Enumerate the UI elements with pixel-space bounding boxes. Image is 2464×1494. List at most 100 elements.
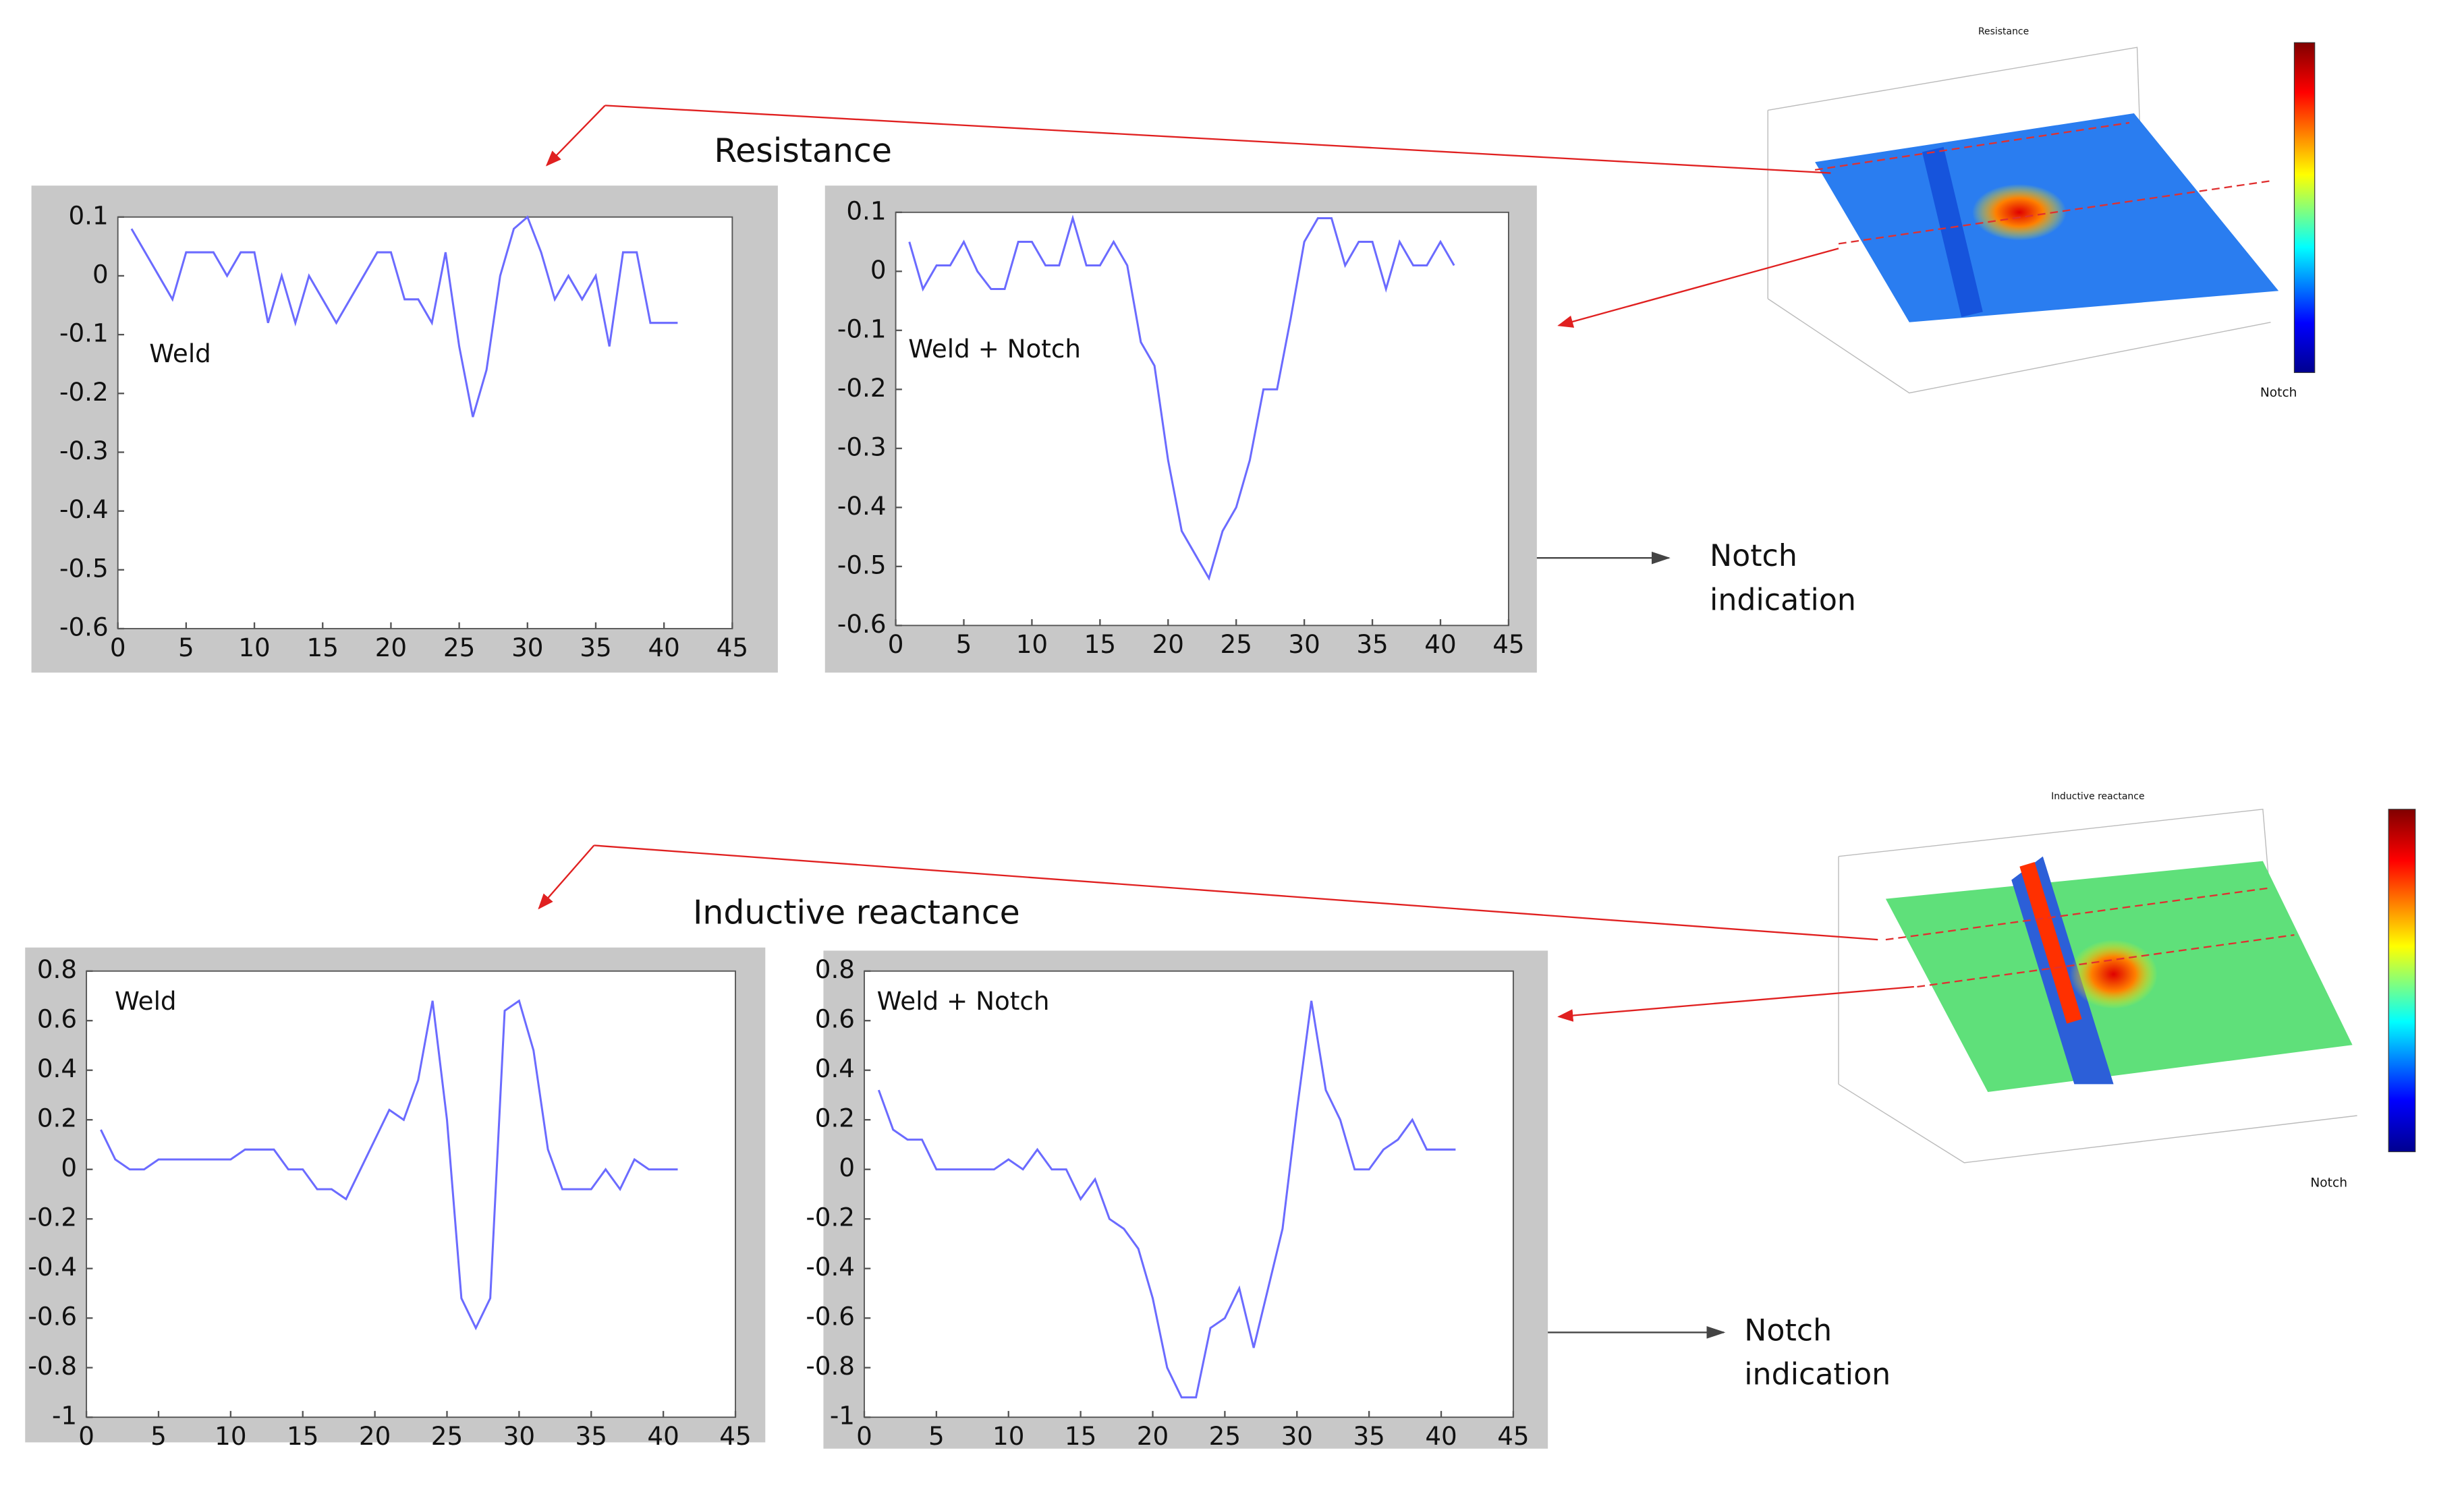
x-tick-label: 30 bbox=[1281, 1421, 1313, 1451]
data-line bbox=[877, 1000, 1456, 1399]
plot-area bbox=[117, 216, 733, 629]
x-tick-label: 25 bbox=[1221, 629, 1252, 659]
y-tick-label: 0.4 bbox=[37, 1054, 77, 1083]
x-tick-label: 40 bbox=[1424, 629, 1456, 659]
x-tick-label: 5 bbox=[150, 1421, 167, 1451]
y-tick-label: 0.8 bbox=[815, 954, 855, 984]
x-tick-label: 35 bbox=[576, 1421, 607, 1451]
y-tick-label: -0.6 bbox=[59, 612, 109, 641]
x-tick-label: 20 bbox=[359, 1421, 391, 1451]
x-tick-label: 45 bbox=[1492, 629, 1524, 659]
data-line bbox=[130, 215, 678, 418]
y-tick-label: -0.8 bbox=[806, 1351, 855, 1381]
x-tick-label: 10 bbox=[238, 633, 270, 662]
y-tick-label: -0.2 bbox=[806, 1203, 855, 1232]
annotation: indication bbox=[1710, 583, 1856, 617]
y-tick-label: 0.2 bbox=[37, 1103, 77, 1133]
x-tick-label: 0 bbox=[888, 629, 904, 659]
chart: 0 5 10 15 20 25 30 35 40 45 -1 -0.8 -0.6 -0.4 -0.2 0 0.2… bbox=[806, 950, 1548, 1451]
x-tick-label: 20 bbox=[1137, 1421, 1169, 1451]
y-tick-label: 0.2 bbox=[815, 1103, 855, 1133]
y-tick-label: -0.3 bbox=[59, 436, 109, 465]
chart: 0 5 10 15 20 25 30 35 40 45 -1 -0.8 -0.6 -0.4 -0.2 0 0.2… bbox=[25, 947, 766, 1451]
x-tick-label: 10 bbox=[215, 1421, 246, 1451]
x-tick-label: 30 bbox=[503, 1421, 535, 1451]
y-tick-label: -0.4 bbox=[59, 494, 109, 524]
y-tick-label: 0 bbox=[92, 259, 109, 289]
chart-label: Weld bbox=[115, 986, 177, 1016]
x-tick-label: 0 bbox=[110, 633, 126, 662]
y-tick-label: -0.2 bbox=[28, 1203, 77, 1232]
x-tick-label: 5 bbox=[956, 629, 972, 659]
data-line bbox=[908, 214, 1455, 581]
x-tick-label: 5 bbox=[178, 633, 194, 662]
y-tick-label: 0.8 bbox=[37, 954, 77, 984]
surface-title: Resistance bbox=[1978, 26, 2029, 37]
chart: 0 5 10 15 20 25 30 35 40 45 -0.6 -0.5 -0.4 -0.3 -0.2 -0… bbox=[824, 185, 1537, 673]
x-tick-label: 20 bbox=[1152, 629, 1184, 659]
x-tick-label: 30 bbox=[511, 633, 543, 662]
chart-label: Weld + Notch bbox=[908, 334, 1081, 364]
x-tick-label: 10 bbox=[992, 1421, 1024, 1451]
y-tick-label: -0.4 bbox=[28, 1252, 77, 1282]
y-tick-label: -0.2 bbox=[837, 373, 887, 403]
y-tick-label: 0.6 bbox=[815, 1004, 855, 1034]
y-tick-label: -1 bbox=[52, 1401, 77, 1431]
heading: Inductive reactance bbox=[693, 893, 1020, 931]
x-tick-label: 5 bbox=[928, 1421, 945, 1451]
y-tick-label: -0.1 bbox=[837, 314, 887, 343]
x-tick-label: 40 bbox=[647, 1421, 679, 1451]
chart: 0 5 10 15 20 25 30 35 40 45 -0.6 -0.5 -0.4 -0.3 -0.2 -0… bbox=[31, 185, 778, 673]
y-tick-label: 0 bbox=[839, 1153, 855, 1182]
x-tick-label: 25 bbox=[443, 633, 475, 662]
x-tick-label: 45 bbox=[719, 1421, 751, 1451]
annotation: Notch bbox=[1744, 1313, 1832, 1348]
y-tick-label: 0.1 bbox=[846, 196, 886, 225]
chart-label: Weld bbox=[149, 339, 211, 368]
x-tick-label: 30 bbox=[1288, 629, 1320, 659]
x-tick-label: 0 bbox=[856, 1421, 872, 1451]
surface-axis: Notch bbox=[2310, 1176, 2347, 1190]
chart-label: Weld + Notch bbox=[877, 986, 1050, 1016]
plot-area bbox=[864, 970, 1514, 1418]
y-tick-label: -0.5 bbox=[59, 553, 109, 583]
y-tick-label: 0.6 bbox=[37, 1004, 77, 1034]
y-tick-label: 0 bbox=[870, 255, 887, 285]
x-tick-label: 35 bbox=[1353, 1421, 1384, 1451]
x-tick-label: 35 bbox=[1356, 629, 1388, 659]
x-tick-label: 15 bbox=[287, 1421, 318, 1451]
x-tick-label: 40 bbox=[1425, 1421, 1457, 1451]
y-tick-label: 0.1 bbox=[68, 200, 108, 230]
plot-area bbox=[895, 211, 1509, 627]
y-tick-label: -0.8 bbox=[28, 1351, 77, 1381]
y-tick-label: -0.4 bbox=[837, 491, 887, 521]
surface-plot bbox=[1838, 809, 2416, 1163]
annotation: Notch bbox=[1710, 539, 1797, 573]
heading: Resistance bbox=[714, 132, 892, 170]
x-tick-label: 15 bbox=[1065, 1421, 1096, 1451]
surface-axis: Notch bbox=[2260, 386, 2297, 400]
x-tick-label: 25 bbox=[431, 1421, 463, 1451]
surface-title: Inductive reactance bbox=[2051, 791, 2144, 802]
data-line bbox=[100, 999, 678, 1331]
y-tick-label: -0.6 bbox=[837, 609, 887, 639]
x-tick-label: 0 bbox=[78, 1421, 94, 1451]
y-tick-label: -0.2 bbox=[59, 377, 109, 407]
x-tick-label: 40 bbox=[648, 633, 679, 662]
y-tick-label: -0.1 bbox=[59, 318, 109, 348]
y-tick-label: 0 bbox=[61, 1153, 77, 1182]
y-tick-label: -0.3 bbox=[837, 432, 887, 461]
y-tick-label: -0.6 bbox=[28, 1302, 77, 1331]
x-tick-label: 20 bbox=[375, 633, 407, 662]
x-tick-label: 25 bbox=[1209, 1421, 1241, 1451]
y-tick-label: -0.4 bbox=[806, 1252, 855, 1282]
surface-plot bbox=[1767, 42, 2316, 394]
x-tick-label: 15 bbox=[1084, 629, 1116, 659]
annotation: indication bbox=[1744, 1358, 1891, 1392]
x-tick-label: 10 bbox=[1016, 629, 1048, 659]
plot-area bbox=[86, 970, 736, 1418]
y-tick-label: -1 bbox=[830, 1401, 855, 1431]
x-tick-label: 35 bbox=[580, 633, 611, 662]
x-tick-label: 15 bbox=[307, 633, 339, 662]
